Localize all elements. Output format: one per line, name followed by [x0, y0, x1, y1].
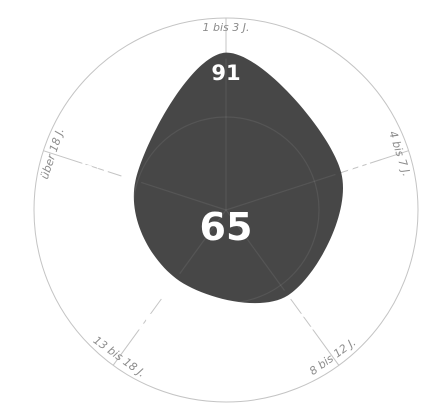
data-area-layer [133, 52, 344, 304]
inner-spoke [179, 209, 227, 275]
value-label: 70 [343, 156, 372, 180]
category-label: 1 bis 3 J. [203, 21, 250, 34]
value-label: 91 [211, 61, 240, 85]
inner-ring [132, 116, 320, 304]
inner-grid-layer [132, 58, 336, 304]
inner-spoke [225, 209, 285, 291]
inner-spoke [225, 173, 336, 211]
outer-ring-layer [33, 17, 419, 403]
category-label: 13 bis 18 J. [91, 334, 148, 380]
outer-spoke [43, 150, 122, 177]
inner-spoke [141, 181, 227, 211]
category-label: 8 bis 12 J. [307, 336, 358, 378]
outer-spoke [112, 298, 162, 366]
outer-spoke [290, 298, 340, 366]
outer-spoke [330, 150, 409, 177]
value-label: 55 [80, 156, 109, 180]
value-label: 61 [292, 311, 321, 335]
data-area [133, 52, 344, 304]
value-labels-layer: 91 70 61 49 55 [80, 61, 372, 335]
center-value-label: 65 [200, 205, 253, 249]
value-label: 49 [130, 311, 159, 335]
